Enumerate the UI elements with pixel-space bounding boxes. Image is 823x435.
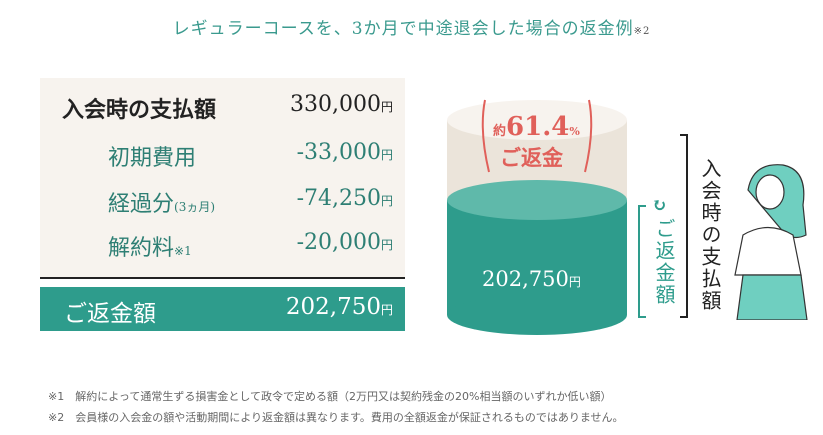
value: 202,750 bbox=[285, 294, 381, 320]
refund-bracket bbox=[638, 205, 646, 318]
row-label: 入会時の支払額 bbox=[62, 97, 217, 123]
refund-badge: 約61.4% bbox=[493, 112, 580, 142]
row-value: -74,250円 bbox=[297, 186, 393, 211]
value: -20,000 bbox=[296, 230, 381, 255]
value: 202,750 bbox=[482, 267, 569, 291]
cylinder-top-refund bbox=[447, 180, 627, 220]
footnotes: ※1 解約によって通常生ずる損害金として政令で定める額（2万円又は契約残金の20… bbox=[48, 386, 624, 428]
woman-illustration bbox=[734, 164, 808, 320]
total-bracket bbox=[680, 134, 688, 318]
unit: 円 bbox=[380, 194, 393, 208]
total-value: 202,750円 bbox=[286, 294, 393, 320]
row-label: 解約料※1 bbox=[108, 230, 192, 262]
badge-prefix: 約 bbox=[493, 124, 507, 139]
total-label: ご返金額 bbox=[64, 301, 156, 327]
title-text: レギュラーコースを、3か月で中途退会した場合の返金例 bbox=[172, 19, 634, 39]
divider bbox=[40, 277, 405, 279]
unit: 円 bbox=[380, 238, 393, 252]
label-note: (3ヵ月) bbox=[174, 200, 216, 214]
laurel-icon bbox=[481, 99, 593, 173]
unit: 円 bbox=[380, 148, 393, 162]
row-value: -33,000円 bbox=[297, 140, 393, 165]
total-label-vertical: 入会時の支払額 bbox=[698, 158, 722, 312]
footnote-2: ※2 会員様の入会金の額や活動期間により返金額は異なります。費用の全額返金が保証… bbox=[48, 411, 624, 424]
page-title: レギュラーコースを、3か月で中途退会した場合の返金例※2 bbox=[0, 14, 823, 39]
row-label: 初期費用 bbox=[108, 146, 197, 171]
cylinder-graphic bbox=[447, 99, 627, 335]
label: 経過分 bbox=[108, 192, 175, 217]
cylinder-amount: 202,750円 bbox=[482, 267, 581, 291]
row-value: -20,000円 bbox=[297, 230, 393, 255]
refund-total: ご返金額 202,750円 bbox=[40, 287, 405, 331]
badge-unit: % bbox=[569, 125, 580, 138]
badge-label: ご返金 bbox=[500, 145, 563, 170]
refresh-icon: ↻ bbox=[652, 195, 668, 216]
cylinder-top-total bbox=[447, 100, 627, 140]
value: -33,000 bbox=[296, 140, 381, 165]
label: 解約料 bbox=[108, 236, 175, 261]
unit: 円 bbox=[380, 303, 393, 317]
cylinder-bottom bbox=[447, 295, 627, 335]
unit: 円 bbox=[568, 275, 581, 289]
unit: 円 bbox=[380, 100, 393, 114]
value: 330,000 bbox=[290, 92, 381, 117]
label-note: ※1 bbox=[174, 244, 192, 258]
row-label: 経過分(3ヵ月) bbox=[108, 186, 215, 218]
value: -74,250 bbox=[296, 186, 381, 211]
refund-table: 入会時の支払額 330,000円 初期費用 -33,000円 経過分(3ヵ月) … bbox=[40, 78, 405, 278]
badge-percent: 61.4 bbox=[506, 112, 570, 142]
row-value: 330,000円 bbox=[290, 92, 393, 117]
title-note: ※2 bbox=[633, 26, 651, 37]
refund-label: ご返金額 bbox=[652, 218, 676, 306]
footnote-1: ※1 解約によって通常生ずる損害金として政令で定める額（2万円又は契約残金の20… bbox=[48, 390, 612, 403]
